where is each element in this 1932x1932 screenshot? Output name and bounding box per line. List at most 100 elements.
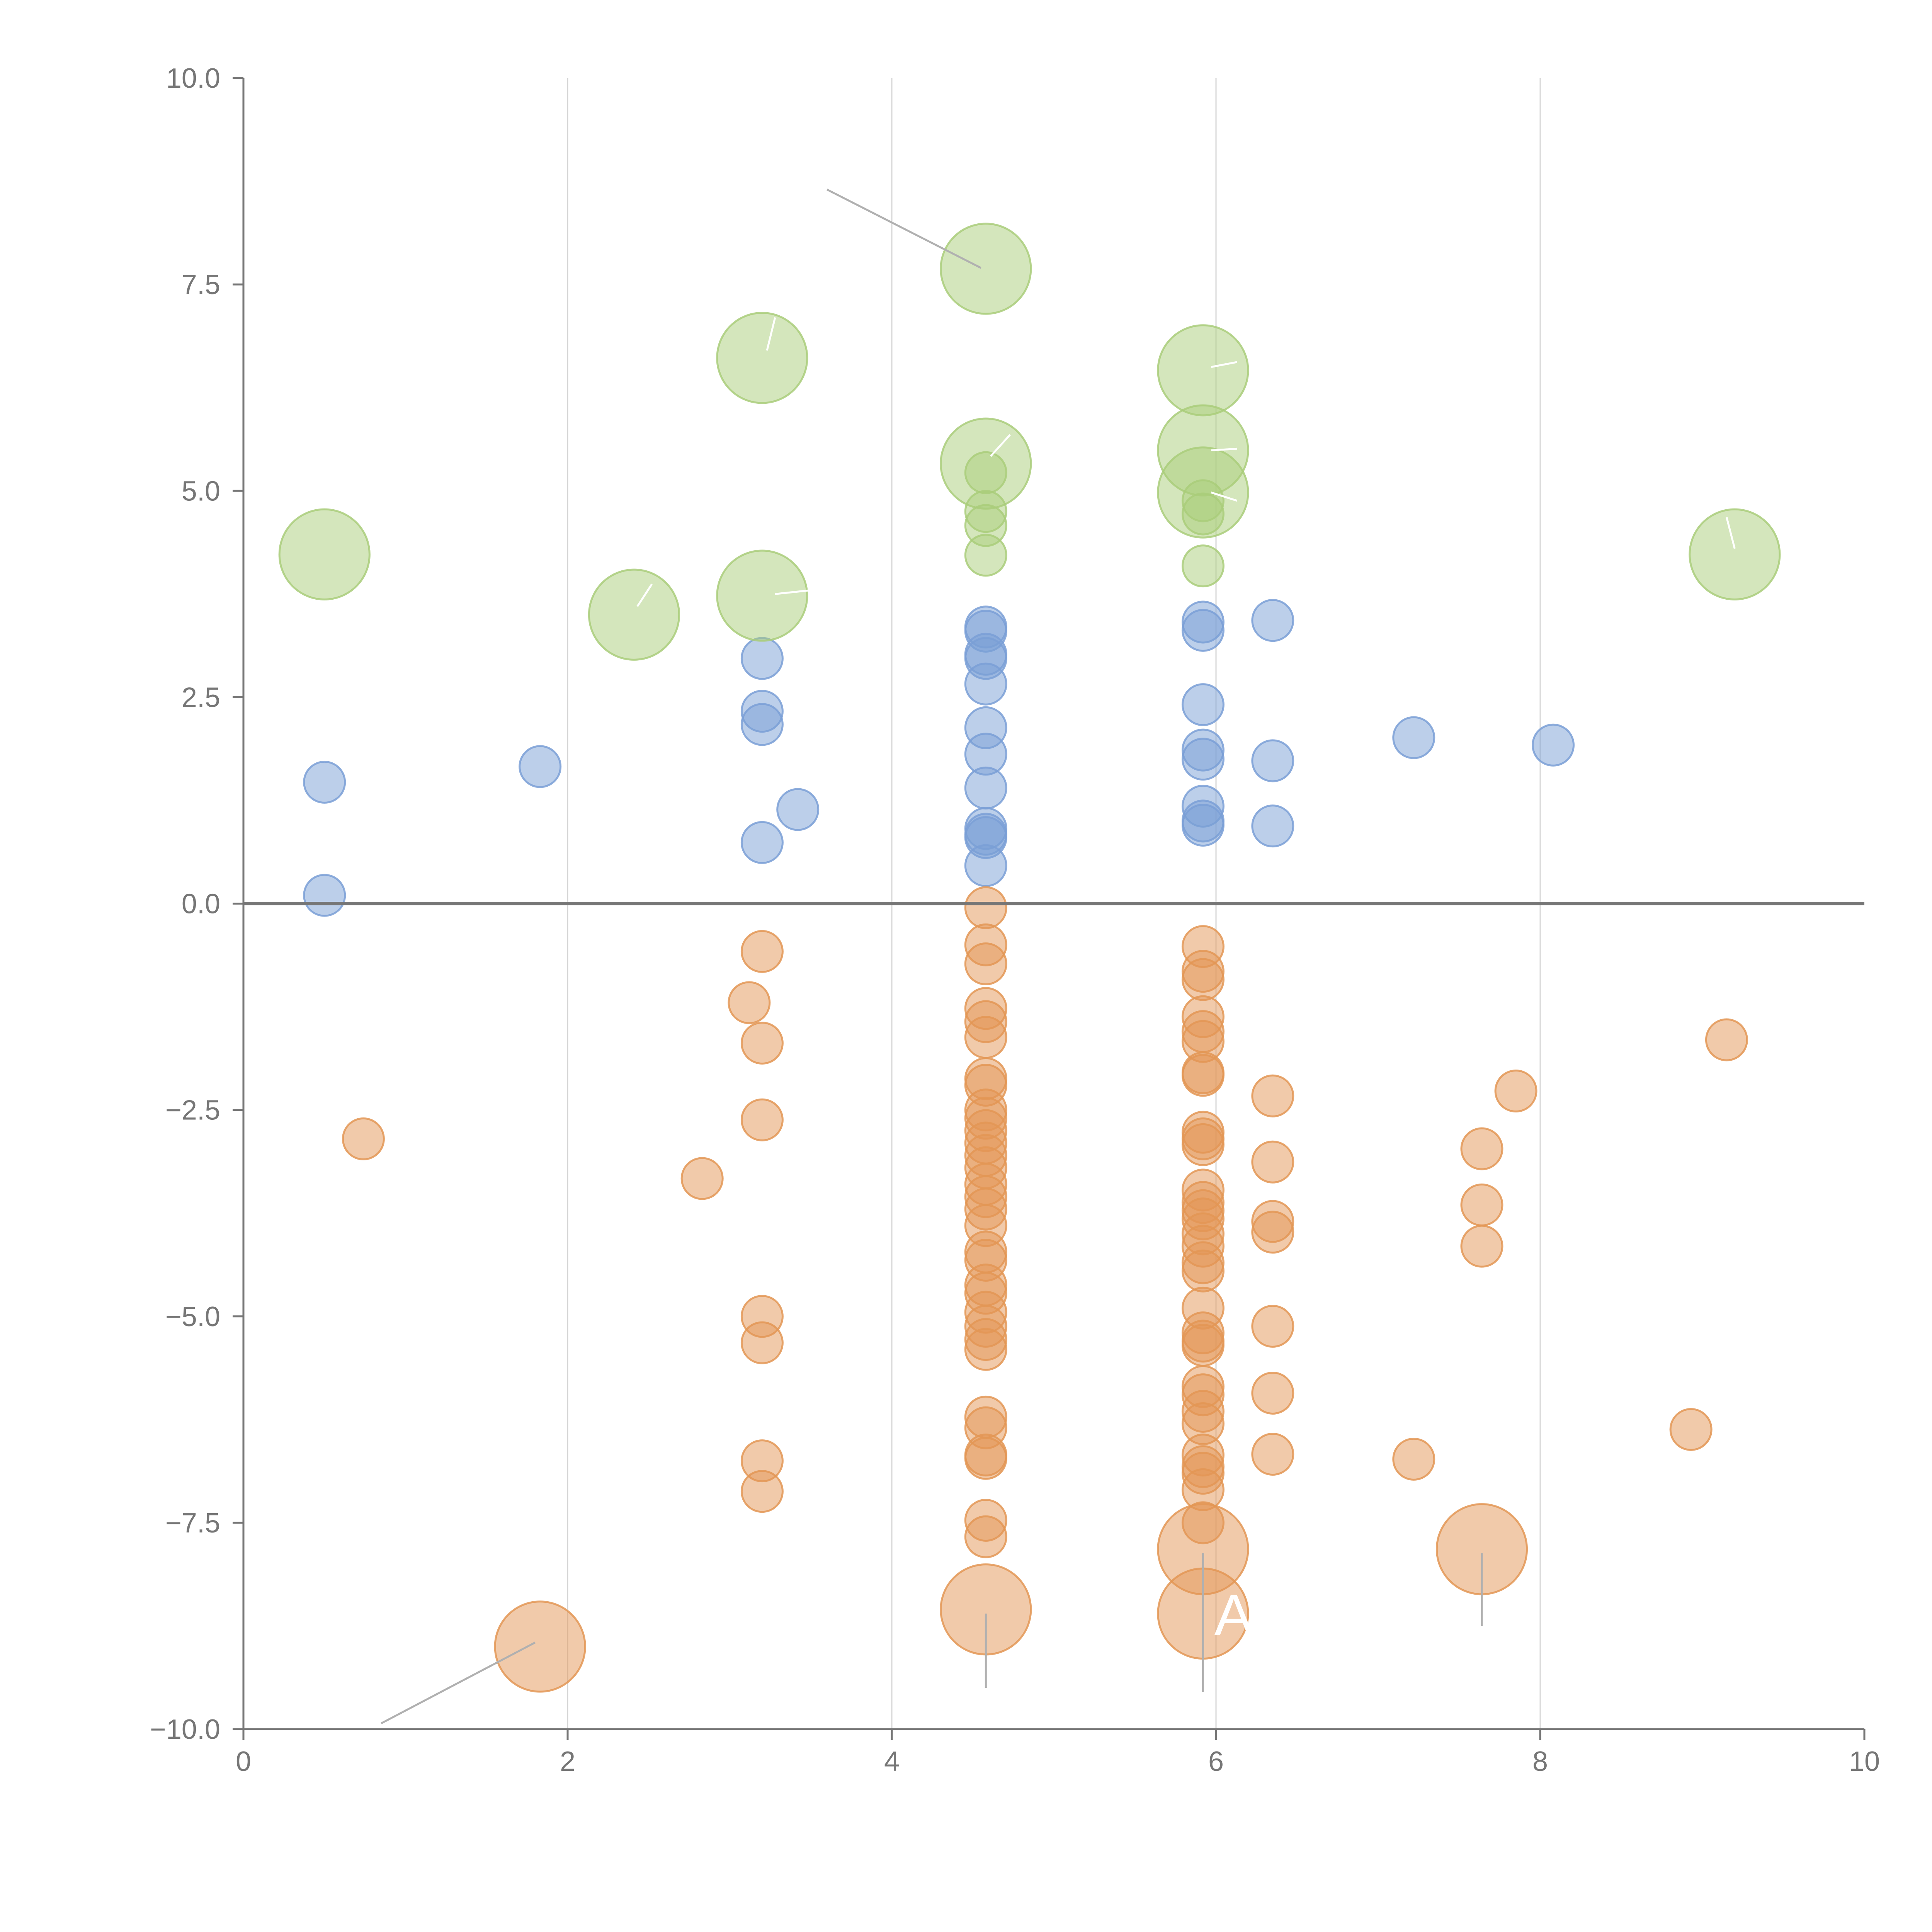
annotation-leader-line: [636, 583, 653, 607]
data-point: [964, 844, 1007, 887]
x-tick-label: 8: [1532, 1746, 1548, 1777]
data-point: [1251, 1433, 1294, 1476]
data-point: [1689, 508, 1781, 600]
x-tick-label: 2: [560, 1746, 575, 1777]
annotations: A: [381, 189, 1736, 1725]
data-point: [1460, 1127, 1503, 1170]
y-tick-label: 10.0: [166, 63, 220, 94]
data-point: [1251, 739, 1294, 782]
data-points: [243, 223, 1864, 1693]
data-point: [964, 1515, 1007, 1558]
data-point: [1392, 1437, 1435, 1481]
data-point: [964, 886, 1007, 929]
data-point: [740, 637, 784, 680]
data-point: [740, 1098, 784, 1141]
data-point: [716, 312, 808, 404]
data-point: [728, 981, 771, 1024]
annotation-leader-line: [1211, 492, 1238, 502]
data-point: [1181, 738, 1225, 781]
data-point: [740, 1470, 784, 1513]
data-point: [1181, 958, 1225, 1001]
data-point: [716, 549, 808, 642]
annotation-leader-line: [775, 589, 814, 595]
data-point: [740, 1321, 784, 1364]
data-point: [1181, 1123, 1225, 1166]
data-point: [1532, 723, 1575, 767]
data-point: [1669, 1408, 1713, 1451]
x-tick-label: 6: [1208, 1746, 1224, 1777]
data-point: [964, 534, 1007, 577]
series-orange: [342, 886, 1748, 1558]
x-tick-label: 4: [884, 1746, 900, 1777]
data-point: [342, 1117, 385, 1160]
data-point: [1251, 1140, 1294, 1184]
data-point: [1181, 1054, 1225, 1097]
x-axis: 0 2 4 6 8 10: [236, 1728, 1880, 1777]
data-point: [740, 703, 784, 746]
data-point: [776, 788, 820, 831]
data-point: [1251, 1211, 1294, 1254]
data-point: [740, 930, 784, 973]
y-tick-label: −10.0: [150, 1714, 220, 1745]
data-point: [964, 766, 1007, 810]
series-large-green: [278, 223, 1781, 661]
data-point: [1181, 683, 1225, 726]
data-point: [1157, 324, 1249, 417]
data-point: [1181, 804, 1225, 847]
data-point: [1460, 1183, 1503, 1226]
data-point: [1251, 599, 1294, 642]
data-point: [1251, 1371, 1294, 1415]
data-point: [303, 760, 346, 804]
data-point: [1181, 1249, 1225, 1293]
data-point: [278, 508, 371, 600]
annotation-leader-line: [1211, 447, 1237, 452]
data-point: [303, 874, 346, 917]
series-large-orange: [494, 1503, 1528, 1693]
data-point: [964, 1437, 1007, 1480]
data-point: [940, 417, 1032, 510]
data-point: [964, 1328, 1007, 1371]
y-tick-label: −7.5: [165, 1508, 220, 1539]
data-point: [1251, 1304, 1294, 1348]
data-point: [1460, 1225, 1503, 1268]
y-tick-label: 5.0: [182, 476, 220, 507]
data-point: [588, 568, 680, 661]
y-tick-label: −2.5: [165, 1095, 220, 1126]
data-point: [1157, 446, 1249, 539]
data-point: [1251, 1074, 1294, 1117]
data-point: [740, 821, 784, 864]
y-axis: 10.0 7.5 5.0 2.5 0.0 −2.5 −5.0 −7.5 −10.0: [150, 63, 245, 1745]
annotation-leader-line: [1211, 361, 1238, 368]
data-point: [494, 1600, 586, 1693]
data-point: [940, 223, 1032, 315]
annotation-leader-line: [766, 317, 776, 351]
data-point: [1181, 544, 1225, 588]
annotation-leader-line: [827, 189, 981, 269]
data-point: [1705, 1018, 1748, 1061]
data-point: [740, 1022, 784, 1065]
y-tick-label: 2.5: [182, 682, 220, 713]
data-point: [964, 1016, 1007, 1059]
x-tick-label: 0: [236, 1746, 251, 1777]
y-tick-label: 0.0: [182, 889, 220, 920]
annotation-label: A: [1214, 1582, 1253, 1647]
data-point: [1181, 609, 1225, 652]
data-point: [519, 745, 562, 788]
y-tick-label: −5.0: [165, 1301, 220, 1332]
annotation-leader-line: [381, 1641, 536, 1725]
data-point: [964, 662, 1007, 706]
annotation-leader-line: [990, 434, 1011, 457]
data-point: [1251, 804, 1294, 848]
data-point: [1181, 1324, 1225, 1367]
data-point: [1392, 716, 1435, 759]
data-point: [680, 1157, 724, 1200]
data-point: [1494, 1069, 1537, 1112]
series-blue: [303, 599, 1575, 917]
annotation-leader-line: [1726, 517, 1736, 549]
y-tick-label: 7.5: [182, 269, 220, 300]
x-tick-label: 10: [1849, 1746, 1880, 1777]
data-point: [964, 942, 1007, 985]
axes: 0 2 4 6 8 10 10.0 7.5 5.0 2.5 0.0 −2.5 −5.0 −7.5 −10.…: [150, 63, 1880, 1777]
